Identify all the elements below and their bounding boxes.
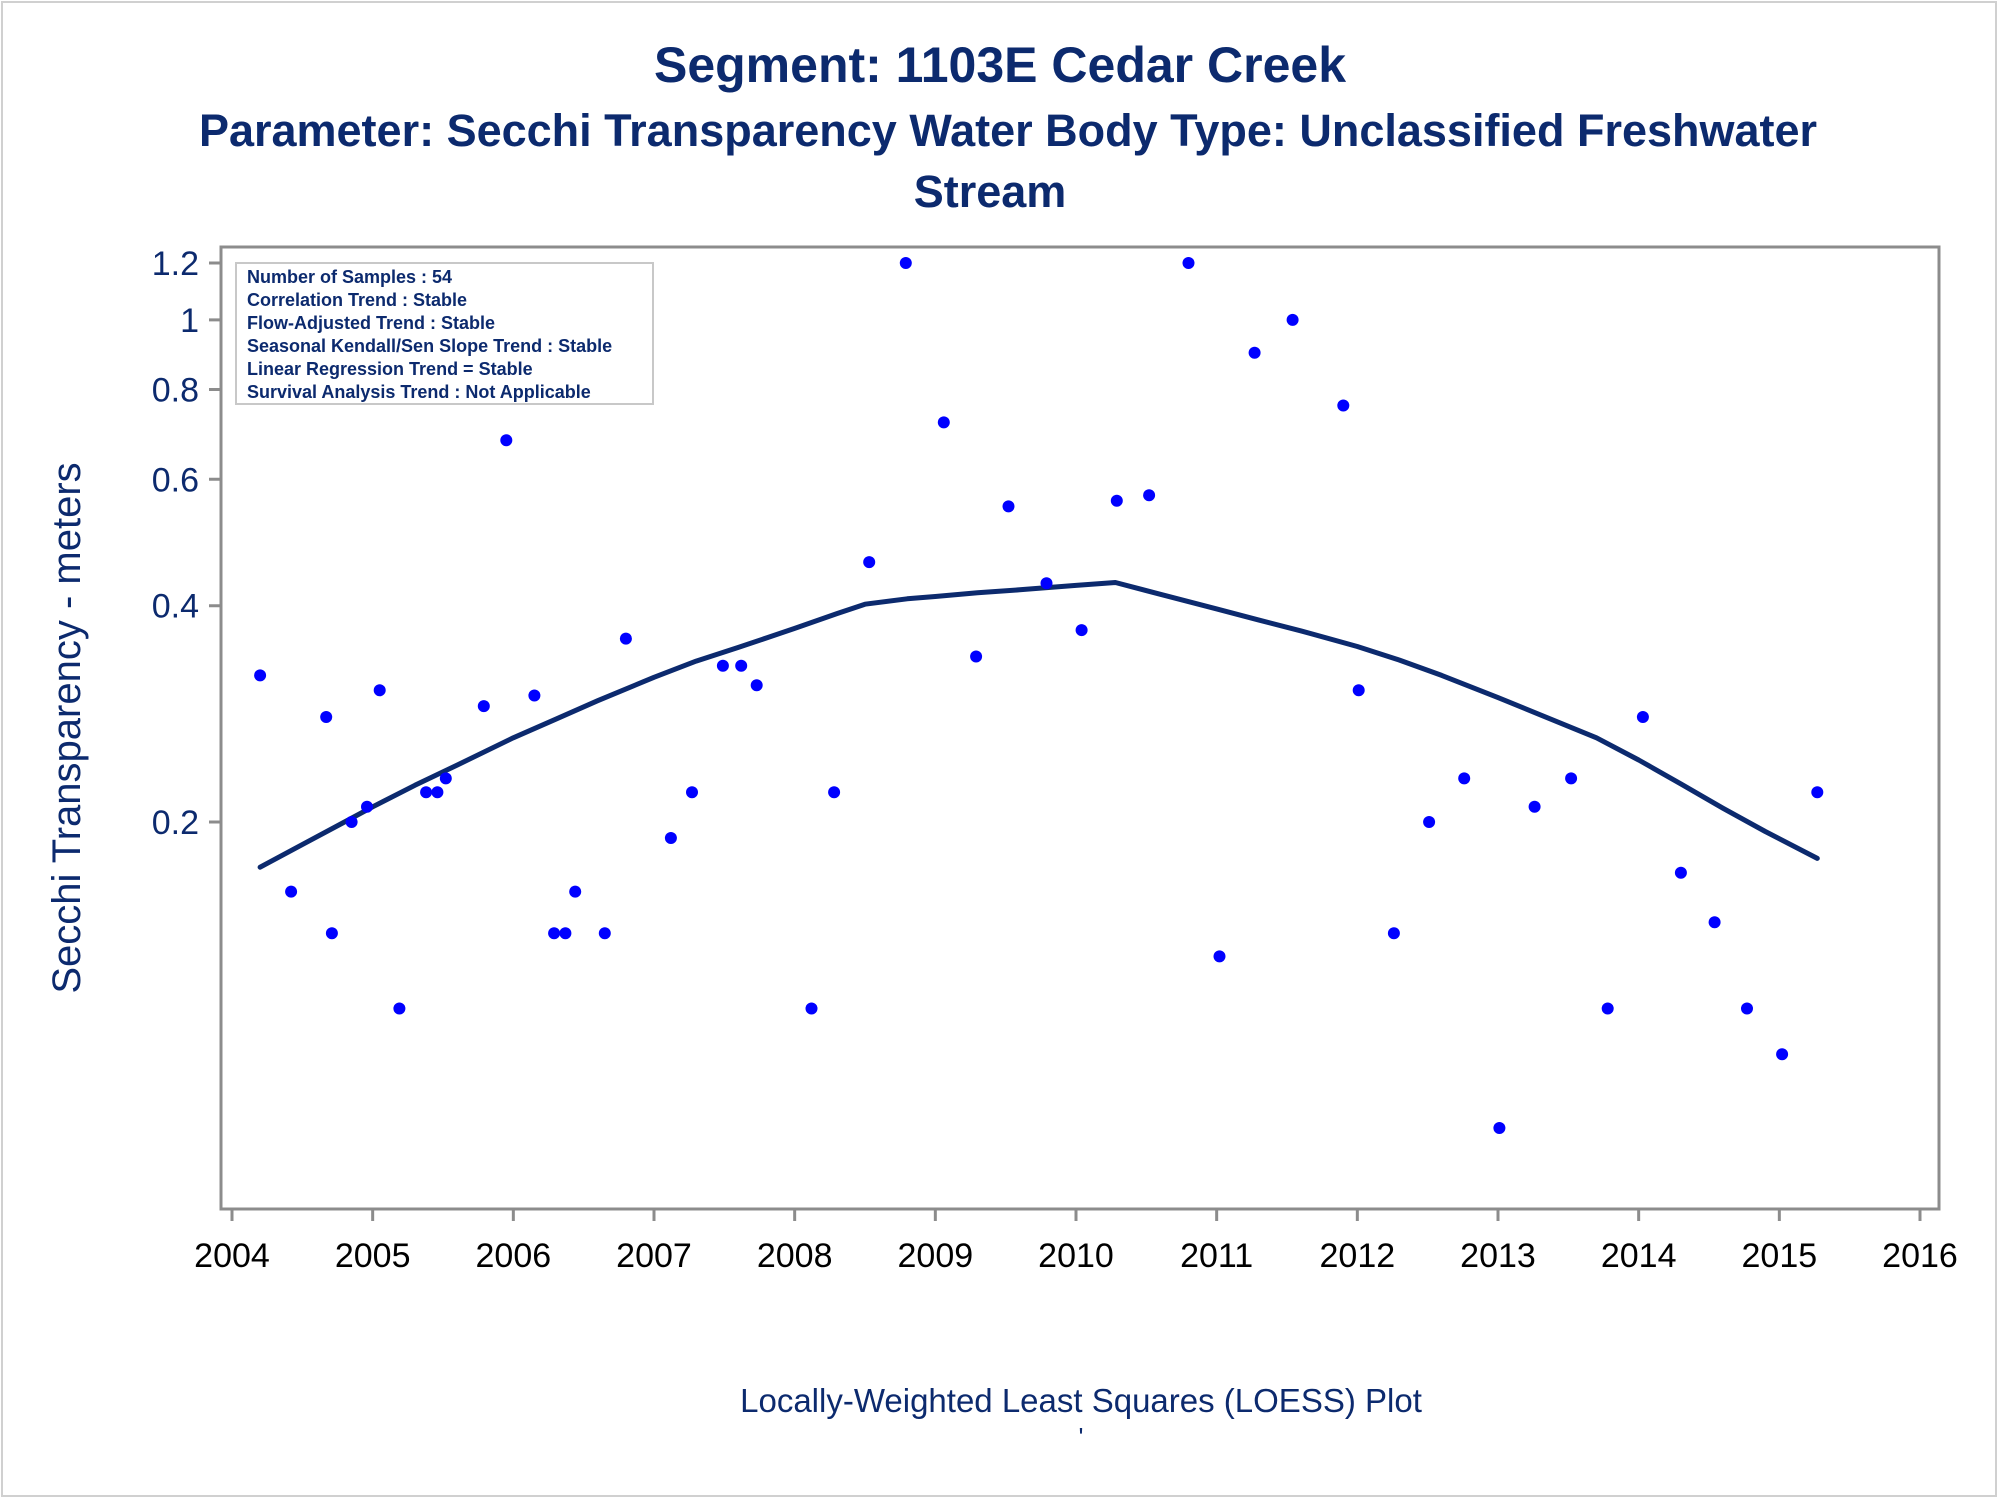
data-point <box>1248 346 1261 359</box>
x-tick-label: 2013 <box>1460 1237 1536 1275</box>
stats-line-samples: Number of Samples : 54 <box>247 267 452 287</box>
data-point <box>528 689 541 702</box>
data-point <box>970 650 983 663</box>
y-tick-label: 0.6 <box>152 461 199 499</box>
data-point <box>1213 950 1226 963</box>
data-point <box>937 416 950 429</box>
data-point <box>1286 313 1299 326</box>
data-point <box>1352 684 1365 697</box>
data-point <box>1776 1048 1789 1061</box>
y-tick-label: 1 <box>180 302 199 340</box>
data-point <box>1387 927 1400 940</box>
data-point <box>1811 786 1824 799</box>
data-point <box>1040 577 1053 590</box>
data-point <box>735 659 748 672</box>
data-point <box>1075 624 1088 637</box>
chart-subtitle-line2: Stream <box>914 166 1067 217</box>
data-point <box>548 927 561 940</box>
y-tick-label: 1.2 <box>152 245 199 283</box>
data-point <box>361 800 373 813</box>
data-point <box>420 786 433 799</box>
chart-title: Segment: 1103E Cedar Creek <box>654 37 1346 93</box>
data-point <box>254 669 267 682</box>
x-tick-label: 2010 <box>1038 1237 1114 1275</box>
stats-line-flow-adjusted: Flow-Adjusted Trend : Stable <box>247 313 495 333</box>
data-point <box>1674 866 1687 879</box>
x-tick-label: 2004 <box>194 1237 270 1275</box>
data-point <box>619 632 632 645</box>
data-point <box>345 816 358 828</box>
data-point <box>1143 489 1156 502</box>
data-point <box>686 786 698 799</box>
loess-curve <box>257 580 1820 870</box>
data-point <box>664 832 677 844</box>
data-point <box>1493 1122 1506 1134</box>
data-point <box>1708 916 1721 929</box>
data-point <box>393 1002 406 1015</box>
x-tick-label: 2009 <box>898 1237 974 1275</box>
data-point <box>320 711 333 723</box>
x-tick-label: 2005 <box>335 1237 411 1275</box>
x-tick-label: 2015 <box>1742 1237 1818 1275</box>
data-point <box>1601 1002 1614 1015</box>
x-tick-label: 2011 <box>1180 1237 1253 1275</box>
data-point <box>863 556 876 569</box>
data-point <box>373 684 386 697</box>
stats-line-linear-regression: Linear Regression Trend = Stable <box>247 359 533 379</box>
chart-subtitle-line1: Parameter: Secchi Transparency Water Bod… <box>199 105 1817 156</box>
x-axis: 2004 2005 2006 2007 2008 2009 2010 2011 2012 2013… <box>194 1209 1958 1275</box>
x-axis-label: Locally-Weighted Least Squares (LOESS) P… <box>740 1382 1422 1419</box>
data-point <box>1337 399 1350 412</box>
data-point <box>1565 772 1578 785</box>
sample-points <box>254 257 1824 1134</box>
x-tick-label: 2016 <box>1882 1237 1958 1275</box>
data-point <box>325 927 338 940</box>
data-point <box>1741 1002 1753 1015</box>
data-point <box>899 257 912 269</box>
data-point <box>1528 800 1541 813</box>
x-tick-label: 2012 <box>1320 1237 1396 1275</box>
y-tick-label: 0.8 <box>152 371 199 409</box>
x-tick-label: 2006 <box>476 1237 552 1275</box>
y-axis: 1.2 1 0.8 0.6 0.4 0.2 <box>152 245 221 842</box>
data-point <box>431 786 444 799</box>
data-point <box>750 679 763 692</box>
data-point <box>805 1002 818 1015</box>
stats-line-seasonal-kendall: Seasonal Kendall/Sen Slope Trend : Stabl… <box>247 336 612 356</box>
data-point <box>1182 257 1195 269</box>
data-point <box>1458 772 1471 785</box>
y-tick-label: 0.2 <box>152 804 199 842</box>
data-point <box>477 700 490 713</box>
stats-line-survival: Survival Analysis Trend : Not Applicable <box>247 382 591 402</box>
data-point <box>828 786 841 799</box>
data-point <box>569 885 582 898</box>
stats-box: Number of Samples : 54 Correlation Trend… <box>235 262 654 405</box>
x-tick-label: 2007 <box>616 1237 692 1275</box>
data-point <box>598 927 611 940</box>
data-point <box>1423 816 1436 828</box>
data-point <box>500 434 513 447</box>
data-point <box>1636 711 1649 723</box>
data-point <box>1002 500 1015 513</box>
data-point <box>559 927 572 940</box>
y-tick-label: 0.4 <box>152 588 199 626</box>
plot-area <box>219 245 1941 1211</box>
data-point <box>716 659 729 672</box>
data-point <box>439 772 452 785</box>
data-point <box>1110 494 1123 507</box>
footnote-mark: ' <box>1079 1422 1084 1452</box>
y-axis-label: Secchi Transparency - meters <box>45 462 89 993</box>
x-tick-label: 2008 <box>757 1237 833 1275</box>
stats-line-correlation: Correlation Trend : Stable <box>247 290 467 310</box>
x-tick-label: 2014 <box>1601 1237 1677 1275</box>
data-point <box>285 885 298 898</box>
